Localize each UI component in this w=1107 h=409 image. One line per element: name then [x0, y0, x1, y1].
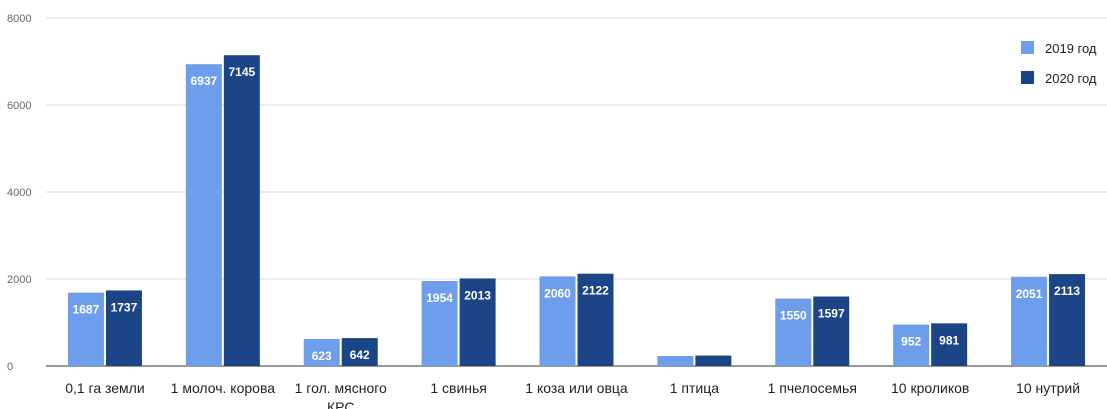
bar [1011, 276, 1048, 366]
bar [695, 355, 732, 366]
data-label: 1550 [780, 309, 807, 323]
x-category-label: 10 кроликов [891, 380, 969, 396]
bar [931, 323, 968, 366]
bar [459, 278, 496, 366]
y-tick-label: 4000 [7, 187, 31, 199]
data-label: 2113 [1054, 284, 1080, 298]
y-tick-label: 2000 [7, 274, 31, 286]
data-label: 6937 [190, 74, 217, 88]
x-category-label: 1 гол. мясного [295, 380, 387, 396]
gridlines [46, 17, 1107, 367]
x-category-label: 1 коза или овца [525, 380, 628, 396]
data-label: 981 [939, 333, 959, 347]
bar [341, 338, 378, 366]
bar [303, 338, 340, 366]
bar [223, 55, 260, 366]
bar [185, 64, 222, 366]
bar [657, 355, 694, 366]
data-label: 2013 [464, 288, 491, 302]
data-label: 2060 [544, 286, 571, 300]
bar [577, 273, 614, 366]
bar [775, 298, 812, 366]
y-tick-label: 8000 [7, 13, 31, 25]
bar [67, 292, 104, 366]
data-label: 1737 [111, 300, 138, 314]
bar [421, 281, 458, 366]
x-category-label: 10 нутрий [1016, 380, 1080, 396]
legend-swatch [1021, 71, 1034, 84]
data-label: 623 [312, 349, 332, 363]
data-label: 952 [901, 335, 921, 349]
data-label: 1687 [73, 303, 100, 317]
x-category-label: 1 пчелосемья [768, 380, 857, 396]
data-label: 2051 [1016, 287, 1043, 301]
data-label: 7145 [228, 65, 255, 79]
bar [539, 276, 576, 366]
data-label: 1597 [818, 307, 845, 321]
y-tick-label: 0 [7, 361, 13, 373]
data-label: 2122 [582, 284, 609, 298]
bar [813, 296, 850, 366]
x-category-label: 1 птица [670, 380, 720, 396]
x-category-label: 1 молоч. корова [171, 380, 276, 396]
bar [1049, 274, 1086, 366]
data-label: 1954 [426, 291, 453, 305]
data-label: 642 [350, 348, 370, 362]
y-tick-label: 6000 [7, 100, 31, 112]
legend-label: 2020 год [1045, 71, 1097, 86]
x-category-label: 1 свинья [430, 380, 487, 396]
bars: 1687 1737 6937 7145 623 642 1954 2013 2060 2122 15… [67, 55, 1086, 366]
legend-swatch [1021, 41, 1034, 54]
legend: 2019 год 2020 год [1021, 41, 1097, 86]
x-category-label: 0,1 га земли [65, 380, 145, 396]
bar [105, 290, 142, 366]
legend-label: 2019 год [1045, 41, 1097, 56]
bar [893, 324, 930, 366]
x-category-label: КРС [327, 399, 354, 409]
